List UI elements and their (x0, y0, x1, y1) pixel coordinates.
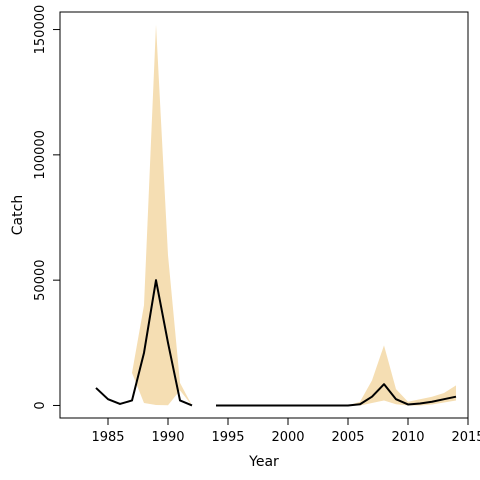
x-axis: 1985 1990 1995 2000 2005 2010 2015 (91, 417, 480, 445)
uncertainty-bands (96, 24, 456, 406)
uncertainty-band-1 (96, 24, 192, 406)
x-tick-label-2000: 2000 (271, 430, 304, 445)
catch-line-1 (95, 279, 193, 407)
y-tick-label-100000: 100000 (33, 130, 48, 180)
y-tick-label-50000: 50000 (33, 259, 48, 300)
y-tick-label-0: 0 (33, 401, 48, 409)
catch-line-2 (216, 383, 457, 407)
x-axis-title: Year (248, 454, 279, 470)
uncertainty-band-2 (216, 345, 456, 406)
y-axis: 0 50000 100000 150000 (33, 5, 61, 410)
y-axis-title: Catch (10, 195, 26, 235)
plot-frame (59, 11, 469, 419)
x-tick-label-1990: 1990 (151, 430, 184, 445)
x-tick-label-1995: 1995 (211, 430, 244, 445)
catch-lines (95, 279, 457, 407)
x-tick-label-2015: 2015 (451, 430, 480, 445)
y-tick-label-150000: 150000 (33, 5, 48, 55)
x-tick-label-2010: 2010 (391, 430, 424, 445)
x-tick-label-2005: 2005 (331, 430, 364, 445)
x-tick-label-1985: 1985 (91, 430, 124, 445)
